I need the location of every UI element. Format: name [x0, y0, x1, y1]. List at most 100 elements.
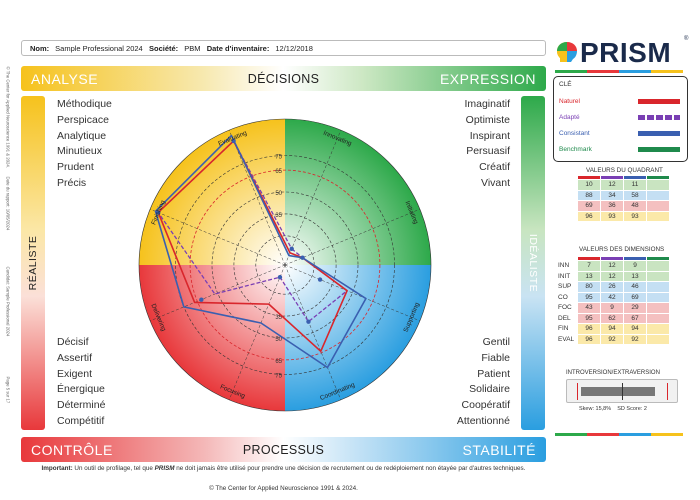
footer-important: Important: Un outil de profilage, tel qu… — [21, 465, 546, 473]
value-cell: 12 — [600, 260, 624, 272]
grid-spoke — [228, 264, 286, 400]
side-copyright: © The Center for Applied Neuroscience 19… — [5, 66, 11, 169]
grid-spoke — [284, 130, 342, 266]
ring-label: 65 — [275, 169, 282, 175]
row-label: FOC — [555, 302, 578, 314]
row-label: EVAL — [555, 333, 578, 345]
value-cell: 92 — [623, 333, 647, 345]
side-legal-text: © The Center for Applied Neuroscience 19… — [2, 40, 14, 460]
value-cell: 9 — [623, 260, 647, 272]
word-item: Méthodique — [57, 98, 112, 110]
key-consistant-line — [638, 131, 680, 136]
ring-label: 75 — [275, 374, 282, 380]
grid-ring — [211, 191, 359, 339]
grid-spoke — [284, 264, 420, 322]
table-row: CO 95 42 69 — [555, 291, 670, 303]
table-row: INN 7 12 9 — [555, 260, 670, 272]
value-cell: 95 — [577, 291, 601, 303]
row-label: FIN — [555, 323, 578, 335]
value-cell: 12 — [600, 270, 624, 282]
side-candidate: Candidat: Sample Professional 2024 — [5, 266, 11, 337]
table-row: FOC 43 9 29 — [555, 302, 670, 314]
value-cell: 13 — [623, 270, 647, 282]
side-page-number: Page 5 sur 17 — [5, 376, 11, 404]
key-benchmark-line — [638, 147, 680, 152]
value-cell: 10 — [577, 179, 601, 191]
table-row: DEL 95 62 67 — [555, 312, 670, 324]
word-item: Énergique — [57, 383, 105, 396]
key-adapte: Adapté — [559, 114, 580, 121]
grid-ring — [175, 155, 395, 375]
value-cell — [646, 323, 670, 335]
table-row: EVAL 96 92 92 — [555, 333, 670, 345]
important-label: Important: — [41, 465, 73, 472]
word-item: Créatif — [479, 161, 510, 174]
value-cell: 29 — [623, 302, 647, 314]
row-label: INIT — [555, 270, 578, 282]
table-row: 96 93 93 — [577, 210, 670, 222]
word-item: Perspicace — [57, 113, 109, 126]
ring-label: 50 — [275, 191, 282, 197]
value-cell: 67 — [623, 312, 647, 324]
word-item: Inspirant — [469, 129, 510, 142]
ring-label: 50 — [275, 337, 282, 343]
ring-label: 65 — [275, 359, 282, 365]
expression-label: EXPRESSION — [439, 71, 536, 87]
skew-label: Skew: 15,8% — [579, 406, 612, 412]
value-cell: 12 — [600, 179, 624, 191]
value-cell: 93 — [623, 210, 647, 222]
value-cell: 9 — [600, 302, 624, 314]
prism-logo: PRISM ® — [554, 36, 694, 70]
data-point — [289, 246, 294, 252]
introversion-tick-left — [577, 383, 578, 400]
realiste-band: RÉALISTE — [21, 96, 45, 430]
word-item: Décisif — [57, 336, 89, 348]
grid-spoke — [284, 208, 420, 266]
value-cell — [646, 270, 670, 282]
word-item: Précis — [57, 176, 87, 189]
word-item: Patient — [477, 367, 510, 380]
series-consistant — [154, 134, 367, 369]
row-label: DEL — [555, 312, 578, 324]
company-value: PBM — [184, 44, 201, 53]
value-cell: 48 — [623, 200, 647, 212]
important-text-2: ne doit jamais être utilisé pour prendre… — [176, 465, 526, 472]
row-label: CO — [555, 291, 578, 303]
value-cell — [646, 200, 670, 212]
grid-spoke — [284, 264, 342, 400]
word-item: Exigent — [57, 367, 93, 380]
row-label: INN — [555, 260, 578, 272]
stabilite-label: STABILITÉ — [462, 442, 536, 458]
value-cell: 94 — [600, 323, 624, 335]
grid-ring — [138, 118, 432, 412]
value-cell: 46 — [623, 281, 647, 293]
word-item: Analytique — [57, 129, 107, 142]
introversion-scale — [566, 379, 678, 403]
key-title: CLÉ — [559, 81, 572, 88]
introversion-tick-center — [622, 383, 623, 400]
data-point — [317, 277, 323, 282]
processus-label: PROCESSUS — [242, 443, 325, 457]
value-cell: 96 — [577, 323, 601, 335]
value-cell: 95 — [577, 312, 601, 324]
table-row: FIN 96 94 94 — [555, 323, 670, 335]
idealiste-label: IDÉALISTE — [527, 233, 539, 293]
key-adapte-line — [638, 115, 680, 120]
word-list-top-left: Méthodique Perspicace Analytique Minutie… — [57, 97, 112, 192]
important-text-1: Un outil de profilage, tel que — [74, 465, 153, 472]
table-row: 88 34 58 — [577, 189, 670, 201]
bottom-strip: CONTRÔLE PROCESSUS STABILITÉ — [21, 437, 546, 462]
word-item: Imaginatif — [464, 98, 510, 110]
value-cell: 62 — [600, 312, 624, 324]
table-row: 10 12 11 — [577, 179, 670, 191]
date-label: Date d'inventaire: — [206, 44, 270, 53]
dimension-values-table: INN 7 12 9 INIT 13 12 13 SUP 80 26 46 CO 95 42 69 FOC 43 9… — [555, 256, 670, 345]
realiste-label: RÉALISTE — [27, 235, 39, 291]
logo-text: PRISM — [580, 37, 672, 68]
word-list-bottom-right: Gentil Fiable Patient Solidaire Coopérat… — [457, 335, 510, 430]
key-consistant: Consistant — [559, 130, 590, 137]
bottom-colorbar — [555, 433, 683, 436]
value-cell: 96 — [577, 333, 601, 345]
name-value: Sample Professional 2024 — [55, 44, 143, 53]
row-label: SUP — [555, 281, 578, 293]
